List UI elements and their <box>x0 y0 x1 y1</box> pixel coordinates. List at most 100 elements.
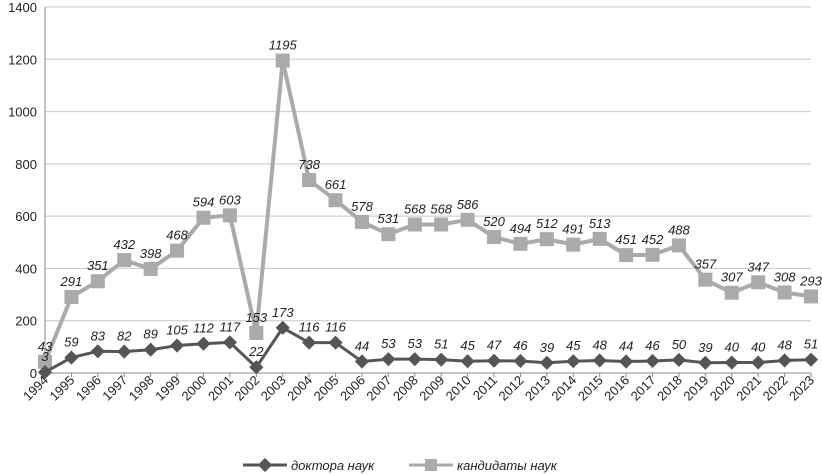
x-tick-label: 2020 <box>707 373 738 404</box>
x-tick-label: 2015 <box>575 373 606 404</box>
data-point-candidates <box>434 217 449 232</box>
legend-swatch-doctors-marker <box>257 457 273 473</box>
data-label-candidates: 531 <box>378 211 400 226</box>
data-point-doctors <box>592 353 607 368</box>
x-tick-label: 1997 <box>99 373 130 404</box>
data-label-doctors: 105 <box>166 323 188 338</box>
data-labels: 3 59 83 82 89 105 112 117 22 173 116 116 44 53 53 51 45 4… <box>38 38 822 365</box>
data-point-doctors <box>354 354 370 369</box>
data-point-doctors <box>724 355 739 370</box>
y-tick-label: 1000 <box>8 105 37 120</box>
data-point-candidates <box>724 285 739 300</box>
y-tick-label: 0 <box>30 366 37 381</box>
y-tick-label: 1200 <box>8 52 37 67</box>
data-point-doctors <box>434 352 449 367</box>
x-tick-label: 1999 <box>152 373 183 404</box>
x-tick-label: 2010 <box>443 373 474 404</box>
data-label-candidates: 293 <box>799 273 822 288</box>
data-point-doctors <box>486 353 502 368</box>
data-label-doctors: 48 <box>592 337 607 352</box>
data-label-candidates: 1195 <box>269 38 298 53</box>
data-point-candidates <box>698 272 713 287</box>
data-label-doctors: 45 <box>460 338 475 353</box>
legend-item-candidates: кандидаты наук <box>409 458 558 473</box>
series-line-doctors <box>44 326 812 374</box>
data-point-candidates <box>38 354 52 369</box>
data-point-candidates <box>222 208 237 223</box>
data-label-doctors: 48 <box>777 337 792 352</box>
data-label-candidates: 512 <box>536 216 558 231</box>
x-tick-label: 2007 <box>363 373 394 404</box>
x-tick-label: 1998 <box>126 373 157 404</box>
data-label-doctors: 117 <box>220 319 241 334</box>
data-point-candidates <box>117 253 132 268</box>
data-label-candidates: 291 <box>60 274 83 289</box>
data-label-candidates: 308 <box>774 269 796 284</box>
x-tick-label: 1996 <box>73 373 104 404</box>
data-label-doctors: 44 <box>355 338 369 353</box>
data-point-doctors <box>37 365 53 380</box>
series-line-candidates <box>43 58 812 363</box>
data-label-doctors: 39 <box>698 340 712 355</box>
y-tick-label: 600 <box>15 209 37 224</box>
x-tick-label: 2021 <box>733 373 764 404</box>
data-label-candidates: 586 <box>457 197 479 212</box>
x-tick-label: 2013 <box>522 373 553 404</box>
data-label-doctors: 50 <box>672 337 687 352</box>
data-point-candidates <box>619 248 634 263</box>
data-point-candidates <box>249 326 264 341</box>
x-tick-label: 2003 <box>258 373 289 404</box>
data-label-candidates: 307 <box>721 270 743 285</box>
data-point-doctors <box>90 344 105 359</box>
data-point-doctors <box>64 350 79 365</box>
data-label-candidates: 568 <box>430 202 452 217</box>
data-point-candidates <box>645 247 660 262</box>
series-group <box>37 53 819 380</box>
x-axis: 1994199519961997199819992000200120022003… <box>20 372 817 404</box>
data-label-doctors: 53 <box>408 336 423 351</box>
data-label-doctors: 39 <box>540 340 554 355</box>
x-tick-label: 1995 <box>46 373 77 404</box>
data-label-candidates: 578 <box>351 199 373 214</box>
data-point-doctors <box>671 352 687 367</box>
data-label-doctors: 22 <box>248 344 264 359</box>
data-point-doctors <box>407 352 422 367</box>
data-label-doctors: 82 <box>117 329 132 344</box>
data-point-doctors <box>619 354 634 369</box>
data-point-doctors <box>381 352 396 367</box>
data-point-doctors <box>328 335 343 350</box>
data-point-doctors <box>539 355 554 370</box>
data-point-candidates <box>143 261 158 276</box>
data-point-candidates <box>777 285 792 300</box>
data-label-candidates: 491 <box>562 222 584 237</box>
x-tick-label: 2004 <box>284 373 315 404</box>
data-label-candidates: 568 <box>404 202 426 217</box>
gridlines <box>45 6 811 374</box>
data-point-candidates <box>460 212 475 227</box>
data-point-candidates <box>592 231 607 246</box>
data-label-doctors: 53 <box>381 336 396 351</box>
x-tick-label: 2000 <box>179 373 210 404</box>
data-label-candidates: 398 <box>140 246 162 261</box>
x-tick-label: 2012 <box>496 373 527 404</box>
data-label-candidates: 432 <box>113 237 135 252</box>
y-axis: 0 200 400 600 800 1000 1200 1400 <box>8 0 46 381</box>
x-tick-label: 2022 <box>760 373 791 404</box>
data-label-candidates: 357 <box>694 257 716 272</box>
data-label-doctors: 173 <box>272 305 294 320</box>
data-point-doctors <box>777 353 792 368</box>
data-label-candidates: 513 <box>589 216 611 231</box>
data-label-doctors: 45 <box>566 338 581 353</box>
legend-label-doctors: доктора наук <box>291 458 375 473</box>
data-point-doctors <box>222 335 237 350</box>
data-label-candidates: 603 <box>219 192 241 207</box>
data-label-candidates: 494 <box>510 221 532 236</box>
x-tick-label: 2011 <box>470 373 500 403</box>
x-tick-label: 2002 <box>231 373 262 404</box>
data-point-candidates <box>302 173 317 188</box>
data-point-doctors <box>302 335 317 350</box>
data-point-candidates <box>513 236 528 251</box>
legend-item-doctors: доктора наук <box>243 457 375 473</box>
data-point-candidates <box>487 230 502 245</box>
